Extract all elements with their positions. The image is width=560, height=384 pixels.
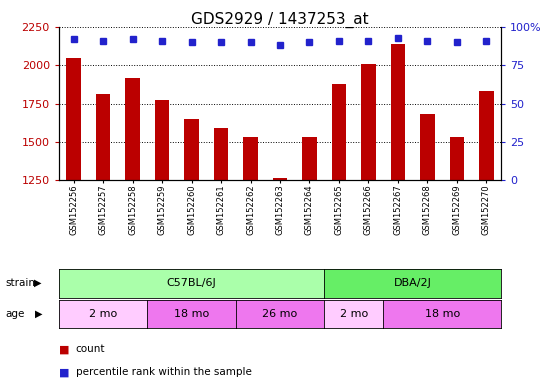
Text: strain: strain (6, 278, 36, 288)
Bar (66, 58, 81, 180)
Text: 18 mo: 18 mo (424, 309, 460, 319)
Bar (390, 44, 405, 180)
Text: ▶: ▶ (35, 309, 42, 319)
Text: ■: ■ (59, 367, 69, 377)
Bar (273, 178, 287, 180)
Bar (450, 137, 464, 180)
Bar (361, 64, 376, 180)
Text: DBA/2J: DBA/2J (394, 278, 432, 288)
Bar (155, 100, 169, 180)
Text: C57BL/6J: C57BL/6J (167, 278, 216, 288)
Bar (420, 114, 435, 180)
Bar (96, 94, 110, 180)
Text: ▶: ▶ (34, 278, 41, 288)
Bar (332, 84, 346, 180)
Text: GDS2929 / 1437253_at: GDS2929 / 1437253_at (191, 12, 369, 28)
Bar (302, 137, 317, 180)
Text: age: age (6, 309, 25, 319)
Text: 2 mo: 2 mo (339, 309, 368, 319)
Text: ■: ■ (59, 344, 69, 354)
Text: 18 mo: 18 mo (174, 309, 209, 319)
Text: 2 mo: 2 mo (89, 309, 117, 319)
Bar (213, 128, 228, 180)
Bar (243, 137, 258, 180)
Bar (125, 78, 140, 180)
Text: 26 mo: 26 mo (263, 309, 297, 319)
Bar (479, 91, 494, 180)
Text: percentile rank within the sample: percentile rank within the sample (76, 367, 251, 377)
Bar (184, 119, 199, 180)
Text: count: count (76, 344, 105, 354)
